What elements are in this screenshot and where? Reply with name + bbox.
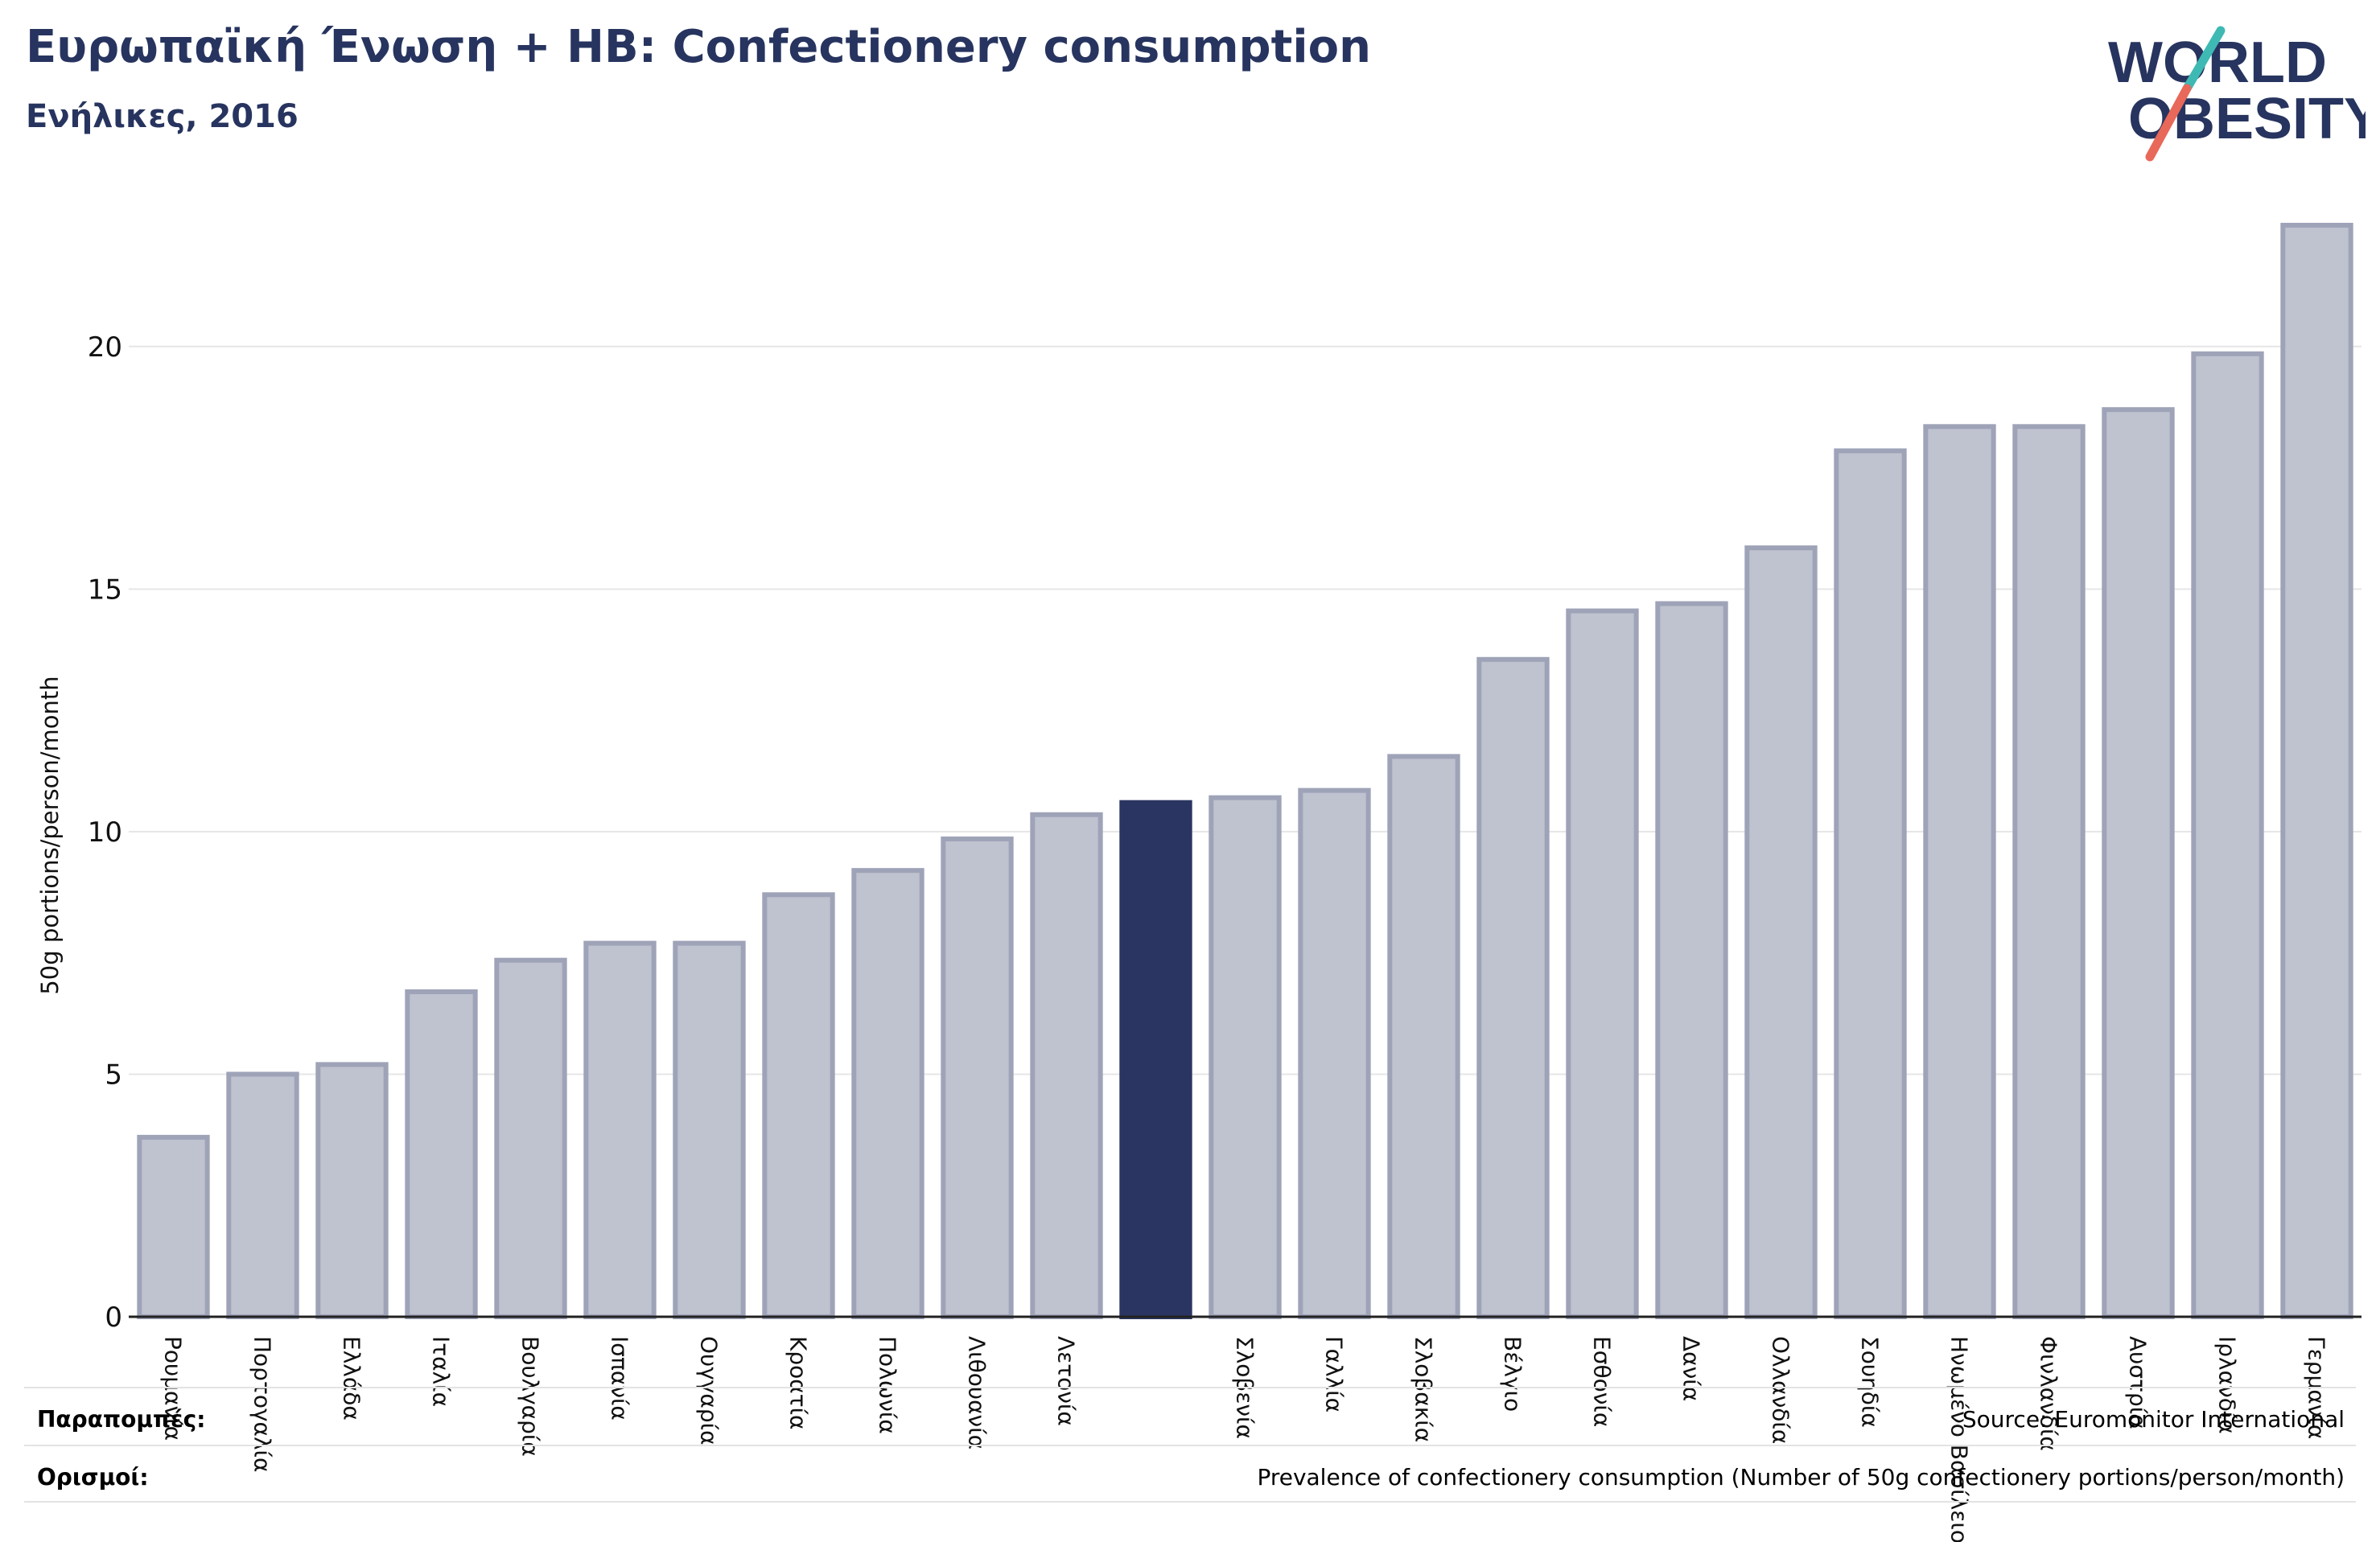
references-label: Παραπομπές: — [37, 1406, 206, 1433]
y-tick-label: 15 — [88, 574, 122, 606]
definitions-label: Ορισμοί: — [37, 1464, 149, 1491]
bar — [762, 892, 835, 1319]
x-tick-label: Κροατία — [785, 1336, 812, 1430]
y-axis-label: 50g portions/person/month — [36, 676, 64, 994]
x-tick-label: Ολλανδία — [1768, 1336, 1794, 1444]
y-tick-label: 0 — [105, 1301, 122, 1334]
logo-slash-teal — [2182, 26, 2226, 93]
bar — [405, 989, 478, 1319]
footer-divider-top — [24, 1387, 2356, 1388]
footer-divider-middle — [24, 1445, 2356, 1446]
chart-subtitle: Ενήλικες, 2016 — [26, 98, 299, 135]
x-tick-label: Ελλάδα — [339, 1336, 365, 1421]
bar — [583, 940, 657, 1320]
x-tick-label: Ρουμανία — [160, 1336, 187, 1441]
chart-title: Ευρωπαϊκή Ένωση + ΗΒ: Confectionery cons… — [26, 21, 1371, 73]
y-tick-label: 5 — [105, 1059, 122, 1091]
x-tick-label: Λιθουανία — [964, 1336, 990, 1449]
bar — [137, 1134, 210, 1319]
x-tick-label: Σλοβακία — [1410, 1336, 1437, 1442]
x-tick-label: Λετονία — [1053, 1336, 1080, 1426]
x-tick-label: Πολωνία — [875, 1336, 901, 1434]
bar — [673, 940, 746, 1320]
x-tick-label: Πορτογαλία — [249, 1336, 276, 1472]
bar — [1476, 656, 1550, 1319]
x-tick-label: Σουηδία — [1857, 1336, 1884, 1428]
logo-slash-coral — [2145, 84, 2192, 162]
highlighted-bar — [1119, 800, 1192, 1319]
bar — [1387, 754, 1460, 1319]
x-tick-label: Γαλλία — [1321, 1336, 1348, 1412]
bar — [1030, 812, 1103, 1319]
x-tick-label: Βέλγιο — [1500, 1336, 1526, 1412]
bar — [2102, 407, 2175, 1319]
y-tick-label: 20 — [88, 331, 122, 364]
x-tick-label: Ισπανία — [607, 1336, 633, 1421]
definitions-value: Prevalence of confectionery consumption … — [1257, 1464, 2345, 1491]
x-tick-label: Ουγγαρία — [696, 1336, 723, 1445]
bar — [1655, 601, 1728, 1319]
bar — [1834, 448, 1907, 1319]
bar — [1744, 545, 1818, 1319]
y-tick-label: 10 — [88, 816, 122, 849]
bar — [851, 868, 924, 1320]
x-tick-label: Ηνωμένο Βασίλειο — [1946, 1336, 1973, 1542]
bar — [2280, 223, 2353, 1319]
x-tick-label: Φινλανδία — [2036, 1336, 2062, 1451]
bar — [494, 957, 567, 1320]
x-tick-label: Ιρλανδία — [2214, 1336, 2241, 1434]
x-tick-label: Εσθονία — [1589, 1336, 1616, 1427]
bar — [1298, 787, 1371, 1319]
footer-divider-bottom — [24, 1501, 2356, 1503]
bar — [2012, 424, 2086, 1319]
x-tick-label: Βουλγαρία — [517, 1336, 544, 1457]
bar — [2191, 351, 2264, 1319]
bar — [941, 836, 1014, 1319]
bar — [226, 1071, 299, 1319]
bar — [1923, 424, 1996, 1319]
bar — [1209, 795, 1282, 1319]
references-value: Source: Euromonitor International — [1962, 1406, 2345, 1433]
bar — [1566, 608, 1639, 1319]
x-tick-label: Δανία — [1678, 1336, 1705, 1401]
x-tick-label: Αυστρία — [2125, 1336, 2151, 1429]
world-obesity-logo: WORLD OBESITY — [2108, 26, 2366, 162]
x-tick-label: Ιταλία — [428, 1336, 455, 1407]
bar — [315, 1062, 389, 1319]
